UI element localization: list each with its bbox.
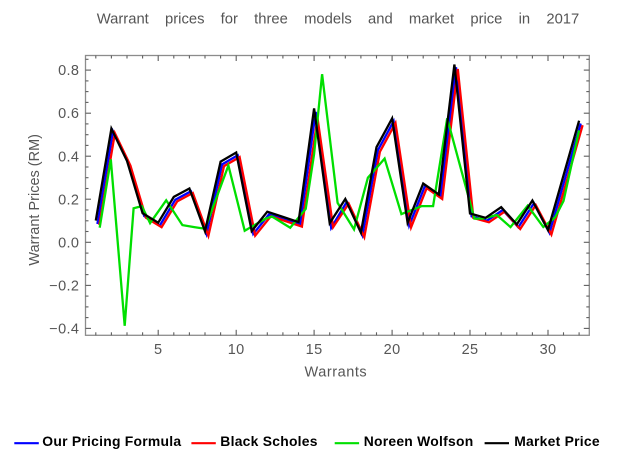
svg-text:Black Scholes: Black Scholes (220, 433, 317, 449)
svg-text:−0.2: −0.2 (49, 279, 79, 295)
svg-text:Warrant Prices (RM): Warrant Prices (RM) (27, 134, 43, 266)
svg-text:10: 10 (228, 342, 245, 358)
svg-text:5: 5 (154, 342, 162, 358)
svg-text:−0.4: −0.4 (49, 322, 79, 338)
svg-text:30: 30 (540, 342, 557, 358)
svg-text:Noreen Wolfson: Noreen Wolfson (364, 433, 474, 449)
svg-text:Warrants: Warrants (305, 364, 368, 380)
svg-text:0.2: 0.2 (58, 192, 79, 208)
svg-text:15: 15 (306, 342, 323, 358)
svg-text:20: 20 (384, 342, 401, 358)
svg-text:0.8: 0.8 (58, 63, 79, 79)
svg-text:Our Pricing Formula: Our Pricing Formula (42, 433, 181, 449)
svg-text:Market Price: Market Price (514, 433, 600, 449)
svg-text:0.0: 0.0 (58, 235, 79, 251)
svg-text:Warrant prices for three model: Warrant prices for three models and mark… (97, 12, 580, 28)
svg-text:25: 25 (462, 342, 479, 358)
svg-text:0.6: 0.6 (58, 106, 79, 122)
svg-text:0.4: 0.4 (58, 149, 79, 165)
